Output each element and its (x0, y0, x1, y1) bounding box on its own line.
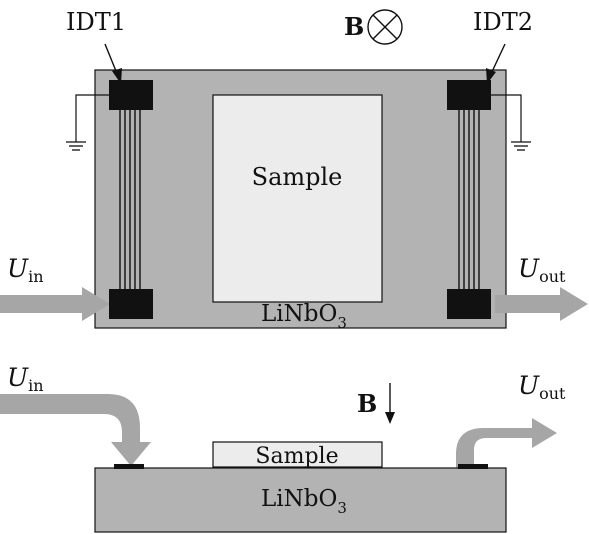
side-output-label: Uout (518, 371, 566, 403)
side-substrate (94, 467, 507, 533)
side-view: B Sample LiNbO3 Uin Uout (0, 363, 566, 533)
side-input-arrow (0, 394, 151, 466)
idt2-fingers (458, 110, 480, 289)
side-input-subscript: in (28, 376, 43, 395)
side-substrate-subscript: 3 (337, 499, 347, 517)
top-output-subscript: out (539, 267, 566, 286)
top-output-label: Uout (518, 254, 566, 286)
idt2-ground-icon (511, 141, 531, 151)
side-input-symbol: U (7, 363, 29, 392)
idt1-bottom-pad (109, 289, 153, 319)
idt2-bottom-pad (447, 289, 491, 319)
top-output-symbol: U (518, 254, 540, 283)
idt2-ground-wire (491, 94, 522, 142)
idt1-top-pad (109, 80, 153, 110)
idt2-pointer-arrowhead (486, 68, 496, 84)
idt2-top-pad (447, 80, 491, 110)
side-output-subscript: out (539, 384, 566, 403)
side-substrate-formula: LiNbO (261, 486, 337, 512)
side-substrate-label: LiNbO3 (261, 486, 347, 517)
idt2 (447, 43, 531, 319)
side-idt1 (114, 464, 144, 469)
top-input-label: Uin (7, 254, 44, 286)
idt1-label: IDT1 (66, 8, 126, 36)
side-output-symbol: U (518, 371, 540, 400)
side-input-label: Uin (7, 363, 44, 395)
idt1-fingers (119, 110, 141, 289)
side-idt2 (458, 464, 488, 469)
side-field-label: B (357, 389, 377, 418)
idt1-pointer-arrowhead (112, 68, 122, 84)
side-field-down-arrow-icon (385, 383, 395, 424)
top-input-symbol: U (7, 254, 29, 283)
idt1 (66, 43, 153, 319)
top-input-arrow (0, 287, 110, 321)
top-substrate-subscript: 3 (337, 314, 347, 332)
idt2-label: IDT2 (473, 8, 533, 36)
top-output-arrow (495, 287, 588, 321)
idt1-ground-icon (66, 141, 86, 151)
side-output-arrow (456, 418, 557, 470)
top-substrate-formula: LiNbO (261, 301, 337, 327)
side-sample-label: Sample (255, 444, 338, 469)
top-view: IDT1 IDT2 B Sample LiNbO3 Uin Uout (0, 8, 588, 332)
top-field-label: B (344, 12, 364, 41)
field-out-of-page-icon (367, 9, 403, 45)
top-sample-label: Sample (252, 163, 343, 191)
side-sample (212, 441, 383, 468)
top-input-subscript: in (28, 267, 43, 286)
idt1-ground-wire (75, 94, 109, 142)
top-substrate-label: LiNbO3 (261, 301, 347, 332)
top-sample (212, 94, 383, 303)
